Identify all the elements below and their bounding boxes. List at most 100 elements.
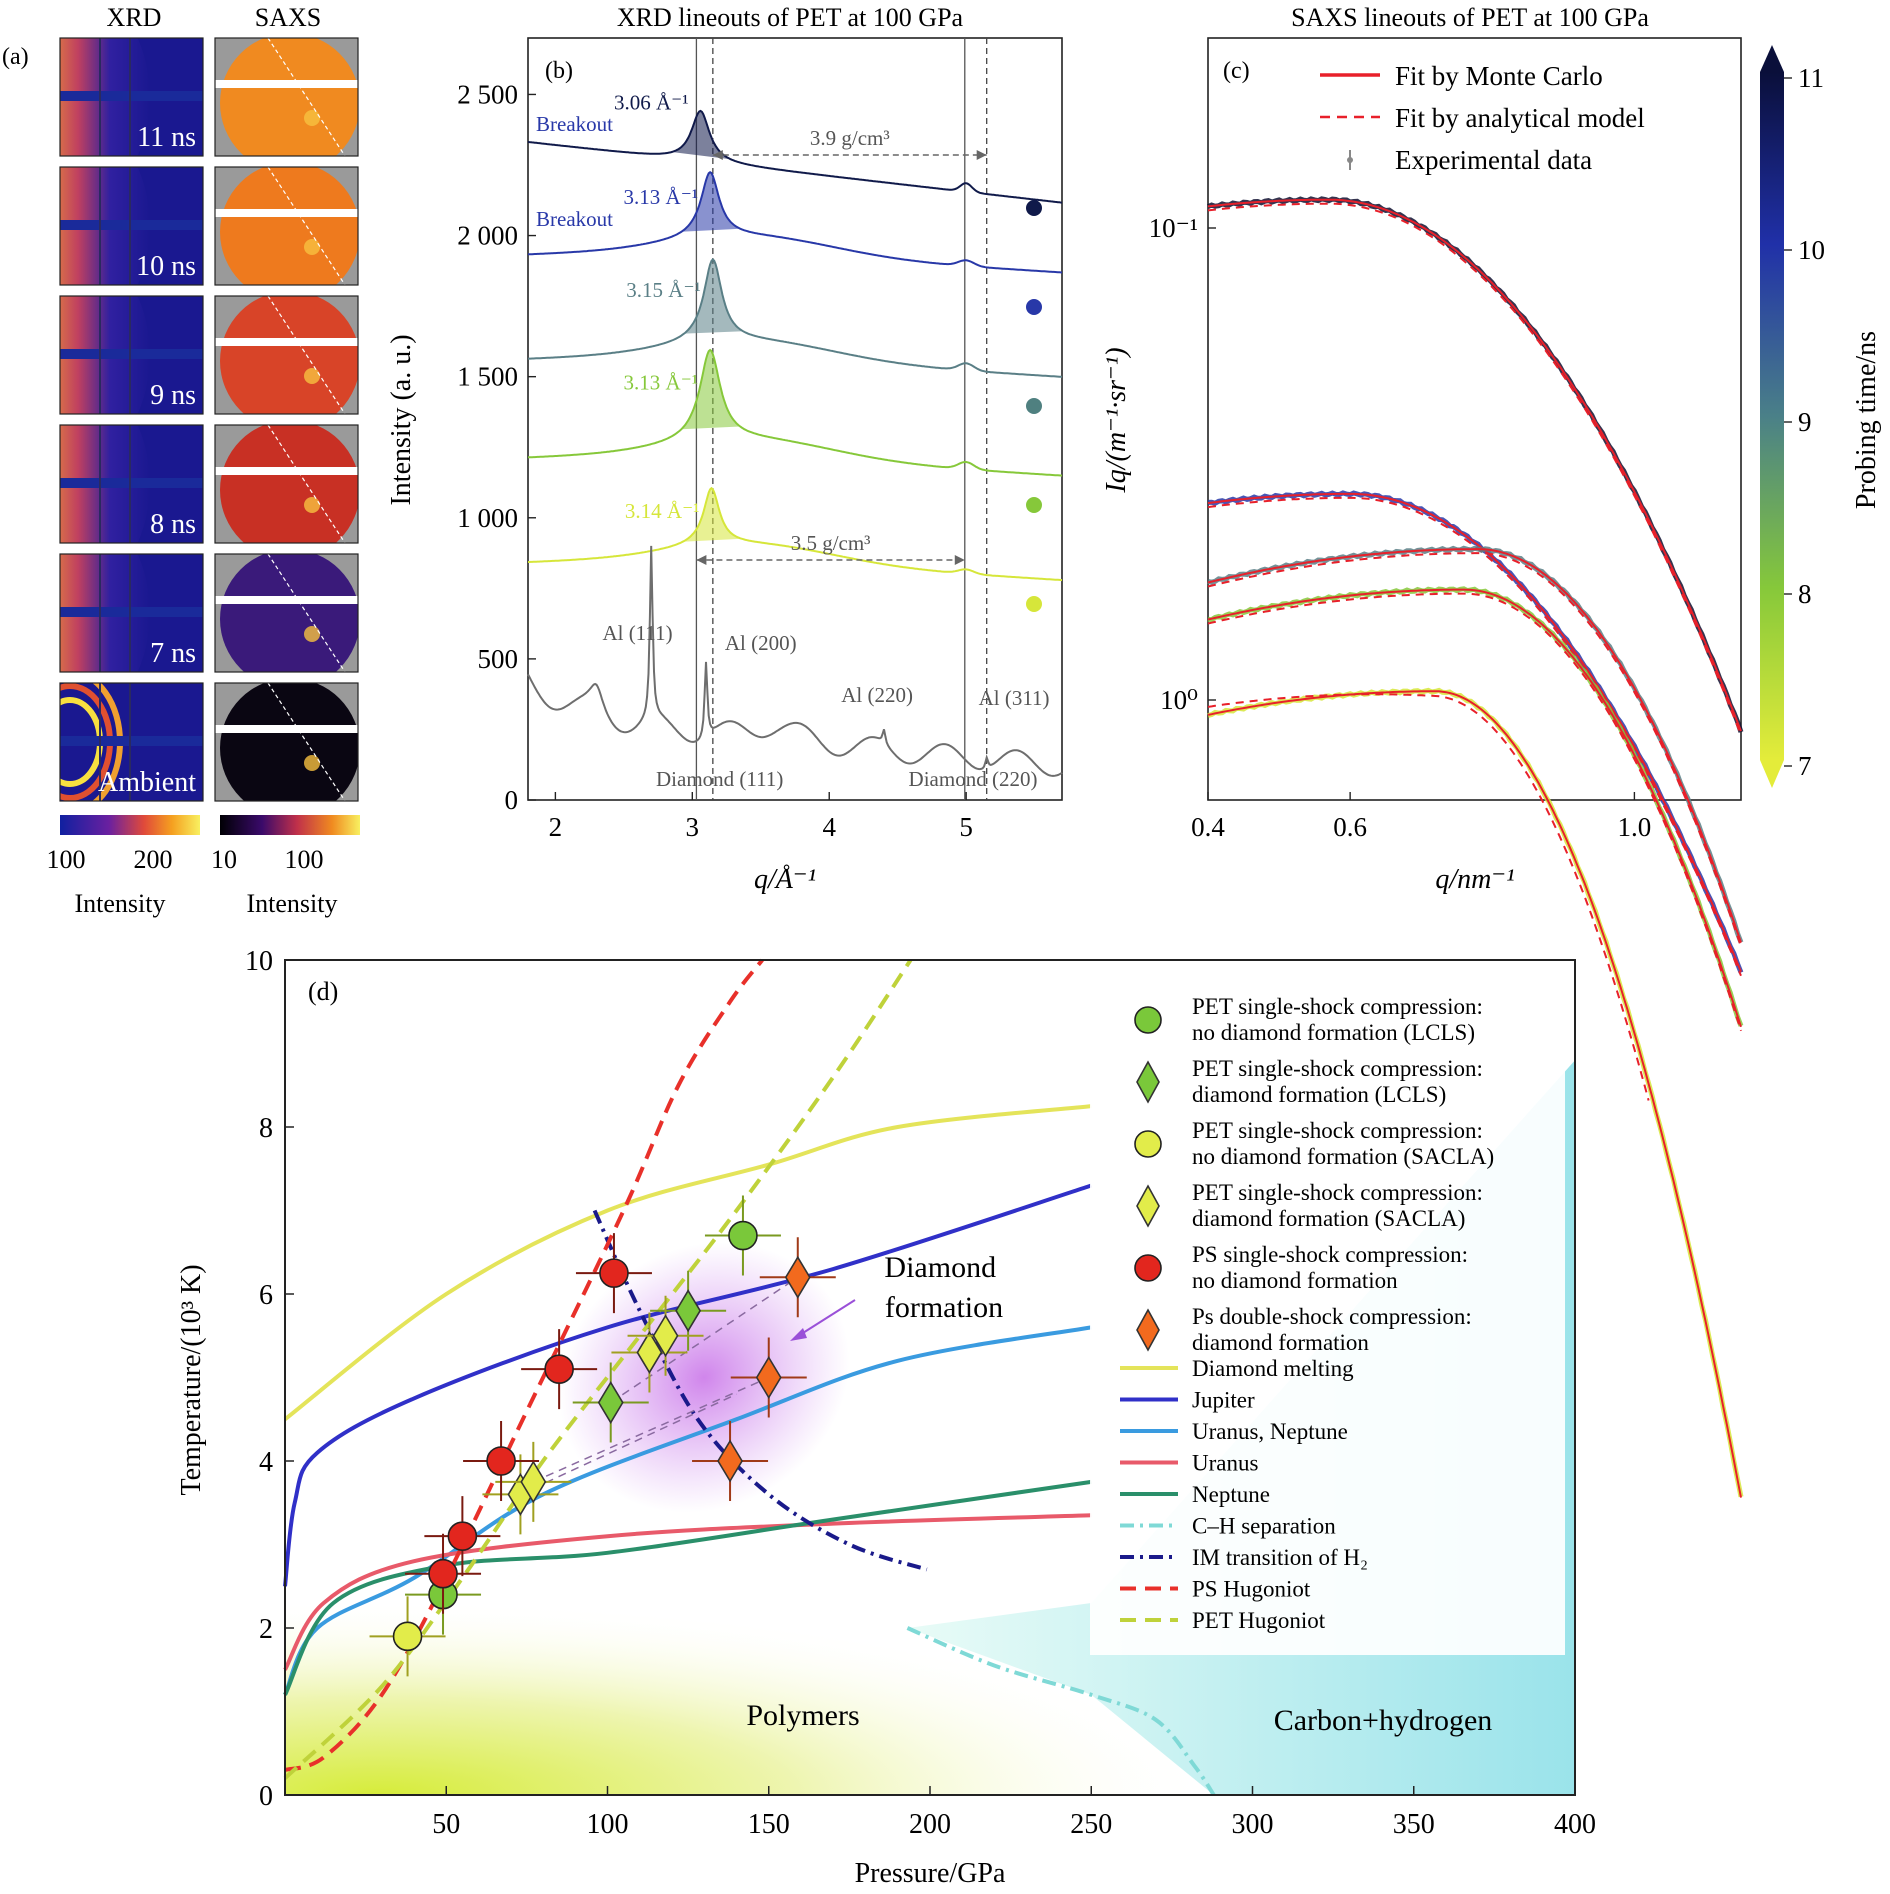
- saxs-column-header: SAXS: [255, 3, 321, 32]
- xrd-colorbar-tick: 100: [47, 845, 86, 874]
- panel-b-title: XRD lineouts of PET at 100 GPa: [617, 3, 964, 32]
- x-tick-label: 0.4: [1191, 812, 1225, 842]
- y-tick-label: 8: [259, 1113, 273, 1144]
- saxs-streak: [267, 38, 346, 156]
- panel-a: (a) XRD SAXS 11 ns 10 ns 9 ns 8 ns 7 ns Ambie…: [2, 3, 360, 918]
- region-label-ch: Carbon+hydrogen: [1274, 1704, 1493, 1737]
- y-tick-label: 10⁰: [1160, 685, 1198, 715]
- legend-label: Neptune: [1192, 1482, 1270, 1507]
- saxs-center-spot: [304, 110, 320, 126]
- panel-d-xlabel: Pressure/GPa: [855, 1858, 1006, 1889]
- probing-time-colorbar: 11 10 9 8 7 Probing time/ns: [1760, 45, 1882, 788]
- y-tick-label: 0: [505, 785, 519, 815]
- panel-d-label: (d): [308, 977, 338, 1006]
- panel-c-frame: [1207, 37, 1742, 801]
- phase-line: [283, 1325, 1092, 1696]
- breakout-label: Breakout: [536, 112, 613, 136]
- legend-label: Uranus, Neptune: [1192, 1419, 1348, 1444]
- breakout-label: Breakout: [536, 207, 613, 231]
- panel-c-xlabel: q/nm⁻¹: [1435, 864, 1514, 895]
- phase-line: [592, 1209, 928, 1572]
- xrd-image: [60, 296, 203, 414]
- peak-label: 3.06 Å⁻¹: [614, 91, 689, 115]
- y-tick-label: 2 500: [457, 79, 518, 109]
- saxs-streak: [267, 167, 346, 285]
- saxs-image: [215, 296, 358, 414]
- legend-label: no diamond formation (LCLS): [1192, 1020, 1475, 1045]
- y-tick-label: 10: [245, 946, 273, 977]
- xrd-time-label: Ambient: [98, 767, 196, 798]
- xrd-peak-fill: [681, 172, 741, 232]
- saxs-colorbar-tick: 100: [285, 845, 324, 874]
- legend-label-mc: Fit by Monte Carlo: [1395, 61, 1603, 91]
- time-marker: [1026, 497, 1042, 513]
- panel-d-plot: [283, 958, 1216, 1797]
- panel-c: SAXS lineouts of PET at 100 GPa (c) Iq/(…: [1101, 3, 1882, 1498]
- colorbar-top-arrow: [1760, 45, 1784, 72]
- colorbar-ticks: 11 10 9 8 7: [1784, 63, 1825, 781]
- saxs-image-frame: [214, 553, 359, 673]
- x-tick-label: 4: [822, 812, 836, 842]
- legend-label: Jupiter: [1192, 1388, 1255, 1413]
- saxs-fit-analytical: [1207, 592, 1742, 1032]
- legend-label: PET single-shock compression:: [1192, 1056, 1483, 1081]
- time-marker: [1026, 596, 1042, 612]
- saxs-image: [215, 425, 358, 543]
- image-grid: 11 ns 10 ns 9 ns 8 ns 7 ns Ambient: [59, 37, 359, 802]
- al-peak-label: Al (200): [725, 631, 797, 655]
- panel-d: (d) 50 100 150 200 250 300 350 400 0 2 4 6 8 10 Tempe…: [176, 946, 1596, 1889]
- xrd-peak-fill: [682, 488, 742, 542]
- panel-c-ylabel: Iq/(m⁻¹·sr⁻¹): [1101, 347, 1132, 493]
- data-point-diamond: [784, 1255, 811, 1299]
- saxs-fit-monte-carlo: [1207, 588, 1742, 1028]
- phase-line: [283, 1104, 1092, 1421]
- y-tick-label: 2: [259, 1614, 273, 1645]
- saxs-image-frame: [214, 166, 359, 286]
- legend-marker-circle: [1134, 1254, 1162, 1282]
- x-tick-label: 350: [1393, 1809, 1435, 1840]
- phase-line: [283, 1513, 1092, 1671]
- saxs-fit-monte-carlo: [1207, 690, 1742, 1498]
- legend-label: diamond formation (LCLS): [1192, 1082, 1446, 1107]
- legend-marker-circle: [1134, 1006, 1162, 1034]
- colorbar-label: Probing time/ns: [1851, 331, 1882, 509]
- xrd-beam-block: [60, 607, 203, 617]
- x-tick-label: 150: [748, 1809, 790, 1840]
- saxs-fit-analytical: [1207, 552, 1742, 947]
- legend-label: Uranus: [1192, 1451, 1258, 1476]
- data-point-diamond: [675, 1289, 702, 1333]
- xrd-image-frame: [59, 682, 204, 802]
- legend-label: PET Hugoniot: [1192, 1608, 1326, 1633]
- saxs-center-spot: [304, 368, 320, 384]
- colorbar-bottom-arrow: [1760, 760, 1784, 788]
- saxs-fit-analytical: [1207, 693, 1650, 1101]
- time-marker: [1026, 299, 1042, 315]
- density-arrowhead: [954, 555, 965, 565]
- density-arrowhead: [712, 150, 723, 160]
- saxs-experimental-data: [1206, 196, 1744, 733]
- xrd-curve: [527, 109, 1063, 204]
- panel-b-xlabel: q/Å⁻¹: [754, 864, 816, 895]
- saxs-fit-analytical: [1207, 202, 1742, 736]
- phase-line: [283, 958, 913, 1780]
- saxs-fit-monte-carlo: [1207, 492, 1742, 973]
- data-point-circle: [392, 1621, 423, 1652]
- x-tick-label: 0.6: [1333, 812, 1367, 842]
- legend-label: diamond formation: [1192, 1330, 1369, 1355]
- saxs-fit-monte-carlo: [1207, 548, 1742, 943]
- panel-b: XRD lineouts of PET at 100 GPa (b) Inten…: [386, 3, 1063, 895]
- legend-marker-diamond: [1136, 1060, 1160, 1104]
- data-point-circle: [544, 1354, 574, 1384]
- phase-line: [283, 1183, 1092, 1587]
- legend-label: Diamond melting: [1192, 1356, 1354, 1381]
- y-tick-label: 10⁻¹: [1149, 213, 1198, 243]
- data-point-diamond: [636, 1330, 663, 1375]
- guide-line: [520, 1393, 737, 1496]
- panel-d-legend: PET single-shock compression: no diamond …: [1090, 975, 1565, 1655]
- xrd-curve: [527, 258, 1063, 378]
- x-tick-label: 5: [959, 812, 973, 842]
- saxs-pattern: [220, 167, 358, 285]
- xrd-beam-block: [60, 478, 203, 488]
- legend-label: IM transition of H₂: [1192, 1545, 1368, 1570]
